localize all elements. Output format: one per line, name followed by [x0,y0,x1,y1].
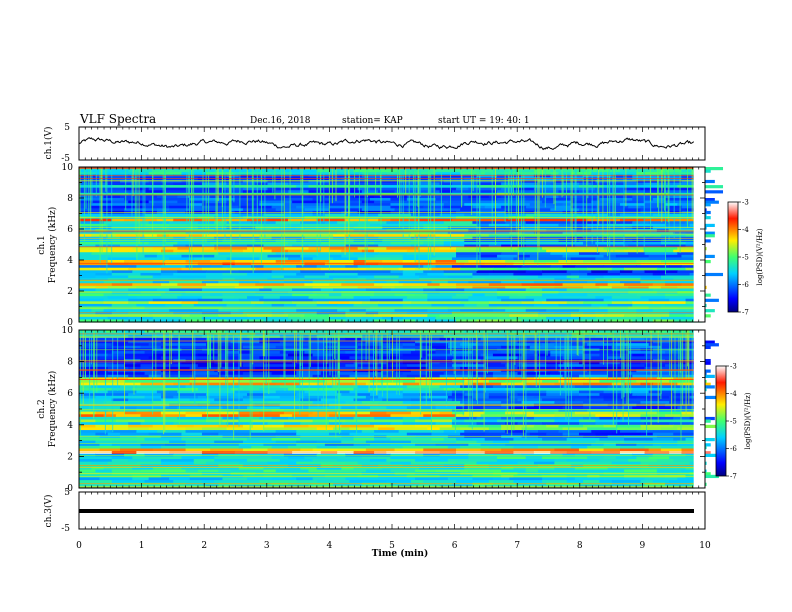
ch2-spec-ylabel-channel: ch.2 [37,399,47,418]
ch1-colorbar-tick-6: -6 [742,281,749,289]
ch2-colorbar-tick-3: -3 [730,363,737,371]
x-axis-tick-labels: 0 1 2 3 4 5 6 7 8 9 10 [76,541,711,551]
ch1-ytick-neg5: -5 [61,154,70,164]
ch1-spec-ylabel-frequency: Frequency (kHz) [47,207,58,284]
ch3-ytick-5: 5 [64,488,70,498]
ch2-colorbar-tick-7: -7 [730,473,737,481]
start-time-label: start UT = 19: 40: 1 [438,116,530,126]
ch1-spec-ytick-8: 8 [67,194,73,204]
ch1-colorbar-label: log(PSD)(V²/Hz) [756,228,764,285]
ch2-colorbar: -3 -4 -5 -6 -7 log(PSD)(V²/Hz) [715,363,752,481]
ch1-waveform-line [78,137,695,151]
ch1-colorbar-tick-5: -5 [742,254,749,262]
ch2-spec-ytick-2: 2 [67,452,73,462]
x-axis-ticks [78,127,706,529]
ch2-spectrogram-panel: 0 2 4 6 8 10 ch.2 Frequency (kHz) [37,326,724,494]
ch1-ytick-5: 5 [64,123,70,133]
x-tick-label-4: 4 [327,541,333,551]
ch2-spec-ytick-6: 6 [67,389,73,399]
ch3-waveform-ylabel: ch.3(V) [43,495,54,528]
ch1-colorbar-gradient [727,201,739,313]
ch3-ytick-neg5: -5 [61,524,70,534]
ch2-colorbar-tick-6: -6 [730,445,737,453]
ch1-spectrogram-heatmap [79,167,724,323]
x-axis-label: Time (min) [372,548,429,559]
ch3-waveform-panel: 5 -5 ch.3(V) [43,488,706,534]
ch1-spec-ytick-6: 6 [67,225,73,235]
ch1-spec-ytick-2: 2 [67,287,73,297]
ch2-spec-ytick-10: 10 [62,326,74,336]
ch2-colorbar-tick-5: -5 [730,418,737,426]
ch1-waveform-panel: 5 -5 ch.1(V) [43,123,706,164]
ch2-spec-ytick-8: 8 [67,358,73,368]
ch1-colorbar-tick-3: -3 [742,199,749,207]
ch1-colorbar-tick-7: -7 [742,309,749,317]
ch2-spectrogram-heatmap [79,330,724,489]
ch2-spec-ylabel-frequency: Frequency (kHz) [47,371,58,448]
ch1-spec-ylabel-channel: ch.1 [37,235,47,254]
figure-title: VLF Spectra [79,112,156,126]
ch2-colorbar-label: log(PSD)(V²/Hz) [744,392,752,449]
x-tick-label-0: 0 [76,541,82,551]
ch1-spec-ytick-10: 10 [62,163,74,173]
x-tick-label-2: 2 [201,541,207,551]
ch1-spec-ytick-4: 4 [67,256,73,266]
x-tick-label-9: 9 [640,541,646,551]
ch1-waveform-ylabel: ch.1(V) [43,127,54,160]
date-label: Dec.16, 2018 [250,116,311,126]
x-tick-label-3: 3 [264,541,270,551]
station-label: station= KAP [342,116,403,126]
ch1-spectrogram-panel: 0 2 4 6 8 10 ch.1 Frequency (kHz) [37,163,724,328]
x-tick-label-8: 8 [577,541,583,551]
x-tick-label-6: 6 [452,541,458,551]
x-tick-label-7: 7 [514,541,520,551]
ch1-colorbar-tick-4: -4 [742,226,749,234]
ch2-spec-ytick-4: 4 [67,421,73,431]
x-tick-label-10: 10 [699,541,711,551]
ch2-colorbar-tick-4: -4 [730,390,737,398]
ch1-spec-ytick-0: 0 [67,318,73,328]
ch2-colorbar-gradient [715,365,727,477]
ch2-spec-ytick-0: 0 [67,484,73,494]
x-tick-label-5: 5 [389,541,395,551]
ch1-colorbar: -3 -4 -5 -6 -7 log(PSD)(V²/Hz) [727,199,764,317]
x-tick-label-1: 1 [139,541,145,551]
